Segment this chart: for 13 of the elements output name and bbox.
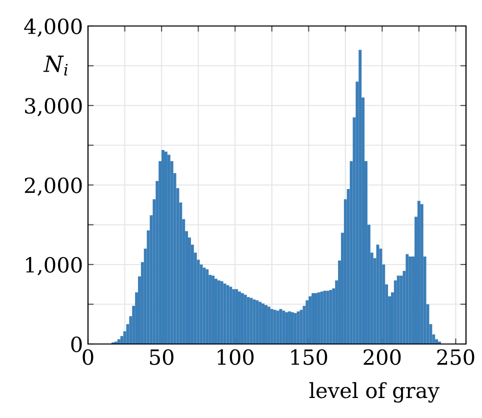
x-tick-label: 0 [82, 349, 94, 365]
x-axis-title: level of gray [309, 382, 440, 403]
y-tick-label: 4,000 [24, 18, 82, 37]
y-tick-label: 3,000 [25, 98, 82, 116]
x-tick-label: 200 [364, 349, 401, 365]
x-tick-label: 50 [150, 349, 174, 365]
x-tick-label: 100 [218, 349, 254, 365]
x-tick-label: 250 [437, 349, 474, 365]
y-tick-label: 2,000 [24, 177, 82, 196]
y-axis-title: N$_{i}$ [43, 56, 68, 76]
y-tick-label: 1,000 [26, 256, 82, 276]
y-tick-label: 0 [71, 336, 82, 352]
x-tick-label: 150 [291, 349, 328, 365]
